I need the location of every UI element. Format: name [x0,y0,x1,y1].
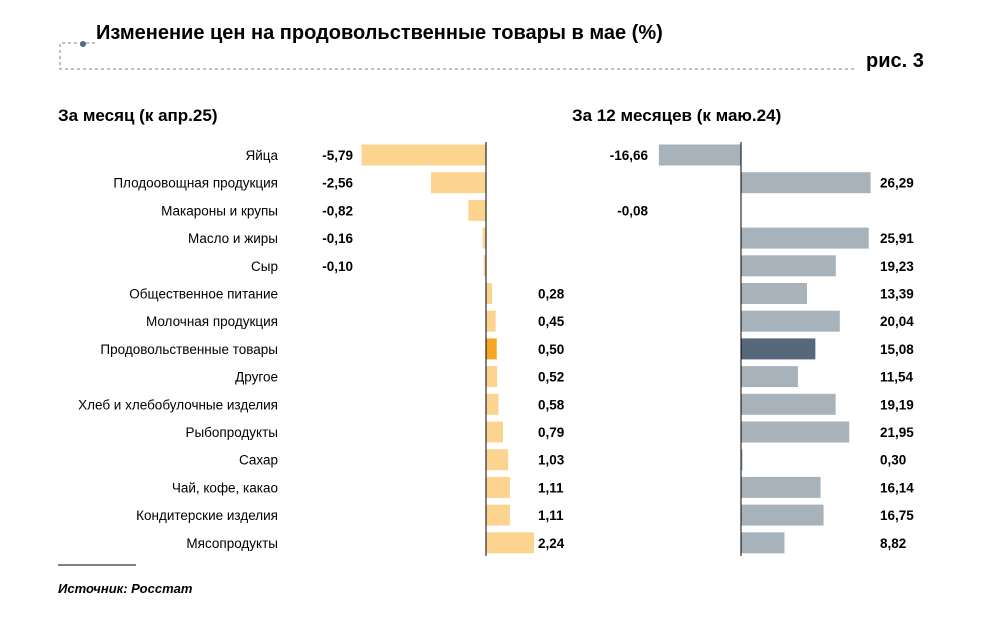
right-bar [741,338,816,360]
category-label: Хлеб и хлебобулочные изделия [78,397,278,412]
left-data-label: -2,56 [322,176,353,191]
left-bar [486,504,510,526]
left-data-label: 0,50 [538,342,564,357]
right-data-label: 11,54 [880,370,914,385]
source-note: Источник: Росстат [58,581,193,596]
left-bar [486,310,496,332]
left-bar [482,227,486,249]
left-panel-title: За месяц (к апр.25) [58,106,218,125]
right-bar [741,366,798,388]
left-data-label: 0,58 [538,397,565,412]
left-bar [486,366,498,388]
category-label: Молочная продукция [146,314,278,329]
category-label: Чай, кофе, какао [172,480,278,495]
right-data-label: 13,39 [880,287,914,302]
left-bar [486,393,499,415]
right-data-label: 16,75 [880,508,914,523]
left-data-label: 2,24 [538,536,565,551]
left-data-label: 0,52 [538,370,564,385]
right-data-label: 8,82 [880,536,906,551]
right-bar [741,227,869,249]
right-bar [741,255,836,277]
right-bar [741,504,824,526]
left-data-label: -0,10 [322,259,353,274]
category-label: Кондитерские изделия [136,508,278,523]
right-data-label: -0,08 [617,203,648,218]
category-label: Другое [235,370,278,385]
right-data-label: 16,14 [880,480,914,495]
left-data-label: -0,82 [322,203,353,218]
right-data-label: 20,04 [880,314,914,329]
right-data-label: 26,29 [880,176,914,191]
left-bar [486,532,535,554]
left-bar [486,283,493,304]
right-bar [741,283,808,304]
category-label: Плодоовощная продукция [113,176,278,191]
category-label: Яйца [245,148,278,163]
left-bar [486,421,503,443]
category-label: Мясопродукты [186,536,278,551]
left-bar [486,476,510,498]
left-bar [486,449,509,471]
figure-label: рис. 3 [866,50,924,72]
right-bar [741,532,785,554]
left-bar [430,172,486,194]
left-data-label: 1,11 [538,508,564,523]
right-data-label: 19,19 [880,397,914,412]
chart-title: Изменение цен на продовольственные товар… [96,22,663,44]
right-bar [741,172,871,194]
title-frame [59,42,855,70]
left-data-label: 0,79 [538,425,564,440]
left-data-label: -5,79 [322,148,353,163]
right-data-label: -16,66 [610,148,649,163]
right-data-label: 19,23 [880,259,914,274]
category-label: Рыбопродукты [185,425,278,440]
left-bar [361,144,486,166]
left-data-label: 0,28 [538,287,565,302]
title-dot [80,41,86,47]
category-label: Масло и жиры [188,231,278,246]
right-bar [741,476,821,498]
right-data-label: 21,95 [880,425,914,440]
left-bar [483,255,486,277]
left-bar [468,199,486,221]
category-label: Макароны и крупы [161,203,278,218]
left-data-label: -0,16 [322,231,353,246]
category-label: Сыр [251,259,278,274]
left-data-label: 1,11 [538,480,564,495]
category-label: Продовольственные товары [100,342,278,357]
right-bar [658,144,741,166]
category-label: Общественное питание [129,287,278,302]
right-bar [741,449,743,471]
right-data-label: 25,91 [880,231,914,246]
right-panel-title: За 12 месяцев (к маю.24) [572,106,782,125]
left-data-label: 0,45 [538,314,565,329]
left-data-label: 1,03 [538,453,565,468]
right-bar [741,310,840,332]
category-label: Сахар [239,453,278,468]
right-data-label: 15,08 [880,342,914,357]
right-data-label: 0,30 [880,453,906,468]
right-bar [741,393,836,415]
left-bar [486,338,497,360]
right-bar [741,421,850,443]
